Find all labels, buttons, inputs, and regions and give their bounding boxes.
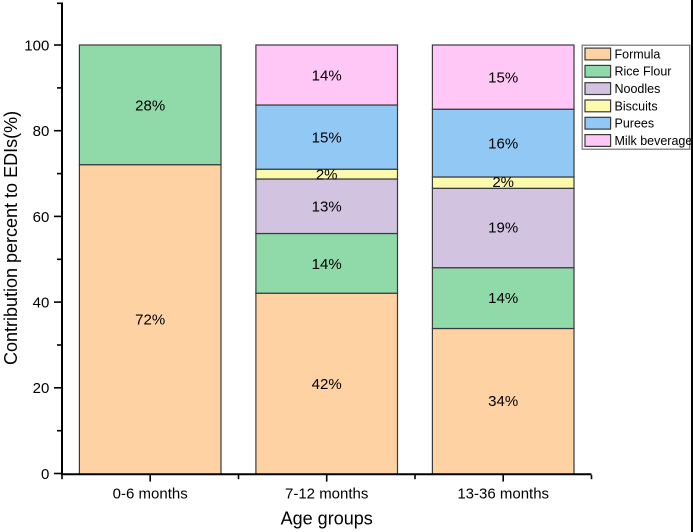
svg-text:Rice Flour: Rice Flour — [615, 65, 672, 79]
svg-text:2%: 2% — [492, 174, 514, 191]
svg-text:80: 80 — [33, 123, 50, 140]
svg-text:19%: 19% — [488, 219, 518, 236]
svg-text:15%: 15% — [312, 130, 342, 147]
svg-text:72%: 72% — [135, 312, 165, 329]
svg-text:Age groups: Age groups — [281, 509, 373, 529]
svg-text:20: 20 — [33, 380, 50, 397]
svg-text:13-36 months: 13-36 months — [457, 485, 549, 502]
svg-text:60: 60 — [33, 209, 50, 226]
svg-text:13%: 13% — [312, 199, 342, 216]
svg-text:Contribution percent to EDIs(%: Contribution percent to EDIs(%) — [1, 111, 21, 365]
svg-text:16%: 16% — [488, 136, 518, 153]
svg-text:14%: 14% — [312, 67, 342, 84]
svg-text:40: 40 — [33, 295, 50, 312]
svg-text:0-6 months: 0-6 months — [113, 485, 188, 502]
svg-text:Formula: Formula — [615, 47, 661, 61]
svg-text:Milk beverage: Milk beverage — [615, 134, 693, 148]
svg-text:0: 0 — [41, 466, 49, 483]
svg-text:7-12 months: 7-12 months — [285, 485, 368, 502]
svg-text:28%: 28% — [135, 97, 165, 114]
svg-text:14%: 14% — [312, 256, 342, 273]
svg-text:15%: 15% — [488, 70, 518, 87]
svg-text:Biscuits: Biscuits — [615, 99, 658, 113]
svg-text:14%: 14% — [488, 290, 518, 307]
svg-text:34%: 34% — [488, 393, 518, 410]
svg-text:42%: 42% — [312, 376, 342, 393]
svg-text:Noodles: Noodles — [615, 82, 661, 96]
svg-text:100: 100 — [24, 37, 49, 54]
svg-text:Purees: Purees — [615, 117, 655, 131]
svg-text:2%: 2% — [316, 166, 338, 183]
